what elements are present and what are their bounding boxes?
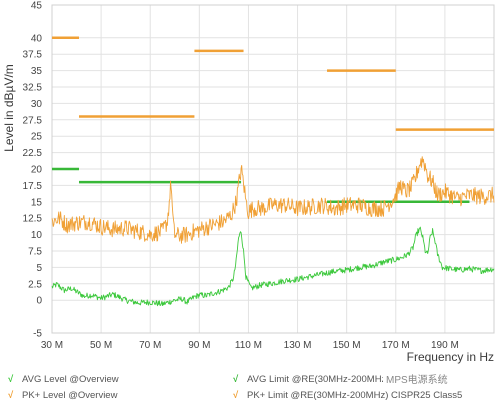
- x-tick-label: 30 M: [41, 340, 63, 351]
- x-tick-label: 150 M: [333, 340, 361, 351]
- y-tick-label: 12.5: [23, 214, 43, 225]
- y-tick-label: 5: [36, 263, 42, 274]
- y-tick-label: 35: [31, 66, 43, 77]
- y-tick-labels: -5 0 2.5 5 7.5 10 12.5 15 17.5 20 22.5 25 27.5 30 32.5…: [23, 1, 43, 340]
- x-tick-labels: 30 M 50 M 70 M 90 M 110 M 130 M 150 M 170 M 190 …: [41, 340, 459, 351]
- y-tick-label: -5: [33, 329, 42, 340]
- level-traces: [51, 156, 495, 307]
- x-axis-title: Frequency in Hz: [407, 350, 494, 364]
- pk-level-trace: [51, 156, 495, 244]
- legend-item-avg-limit[interactable]: √ AVG Limit @RE(30MHz-200MHz) CISPR25 Cla…: [233, 374, 383, 385]
- legend-label: PK+ Limit @RE(30MHz-200MHz) CISPR25 Clas…: [247, 390, 463, 401]
- y-tick-label: 27.5: [23, 115, 43, 126]
- x-tick-label: 90 M: [188, 340, 210, 351]
- y-tick-label: 30: [31, 99, 43, 110]
- watermark: MPS电源系统: [386, 375, 448, 386]
- legend-item-pk-limit[interactable]: √ PK+ Limit @RE(30MHz-200MHz) CISPR25 Cla…: [233, 390, 463, 401]
- x-tick-label: 190 M: [431, 340, 459, 351]
- y-tick-label: 15: [31, 197, 43, 208]
- y-tick-label: 32.5: [23, 83, 43, 94]
- legend: √ AVG Level @Overview √ PK+ Level @Overvie…: [0, 368, 503, 403]
- check-icon: √: [233, 390, 239, 401]
- check-icon: √: [8, 374, 14, 385]
- y-tick-label: 40: [31, 33, 43, 44]
- x-tick-label: 50 M: [90, 340, 112, 351]
- y-tick-label: 45: [31, 1, 43, 12]
- emc-chart: 30 M 50 M 70 M 90 M 110 M 130 M 150 M 170 M 190 …: [2, 1, 495, 364]
- y-axis-title: Level in dBµV/m: [2, 64, 16, 152]
- legend-item-avg-level[interactable]: √ AVG Level @Overview: [8, 374, 119, 385]
- check-icon: √: [8, 390, 14, 401]
- y-tick-label: 25: [31, 132, 43, 143]
- x-tick-label: 130 M: [284, 340, 312, 351]
- y-tick-label: 10: [31, 230, 43, 241]
- x-tick-label: 70 M: [139, 340, 161, 351]
- legend-label: PK+ Level @Overview: [22, 390, 118, 401]
- y-tick-label: 20: [31, 165, 43, 176]
- check-icon: √: [233, 374, 239, 385]
- y-tick-label: 7.5: [28, 247, 42, 258]
- x-tick-label: 170 M: [382, 340, 410, 351]
- limit-lines: [52, 36, 494, 204]
- grid-lines: [51, 4, 495, 334]
- x-tick-label: 110 M: [235, 340, 262, 351]
- y-tick-label: 17.5: [23, 181, 43, 192]
- y-tick-label: 0: [36, 296, 42, 307]
- avg-level-trace: [51, 226, 495, 307]
- legend-item-pk-level[interactable]: √ PK+ Level @Overview: [8, 390, 117, 401]
- y-tick-label: 37.5: [23, 50, 43, 61]
- legend-label: AVG Level @Overview: [22, 374, 119, 385]
- legend-label: AVG Limit @RE(30MHz-200MHz) CISPR25 Clas…: [247, 374, 383, 385]
- y-tick-label: 2.5: [28, 279, 42, 290]
- y-tick-label: 22.5: [23, 148, 43, 159]
